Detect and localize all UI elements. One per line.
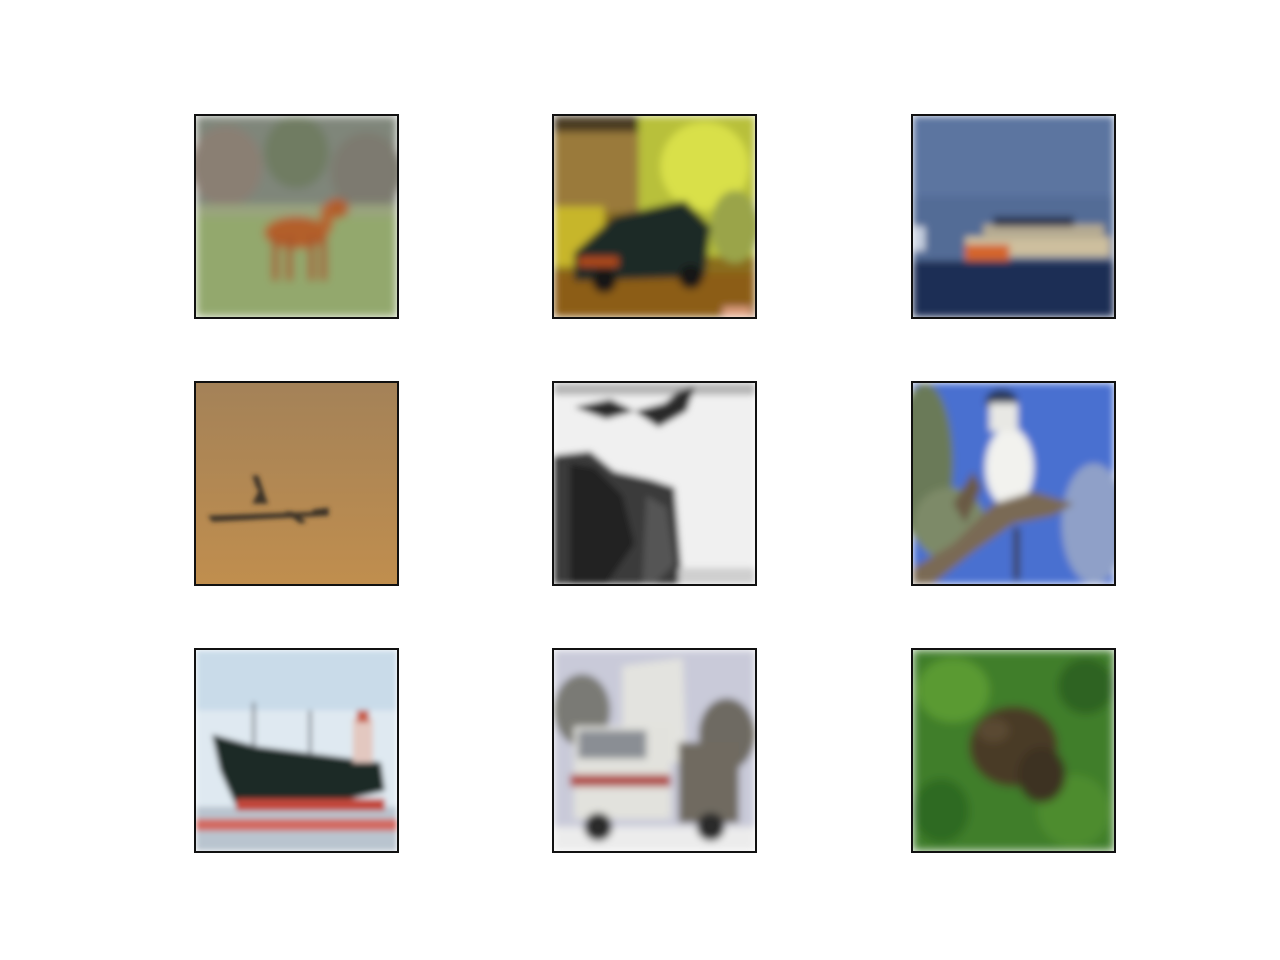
image-panel-airplane xyxy=(194,381,399,586)
image-panel-horse xyxy=(194,114,399,319)
image-panel-car xyxy=(552,114,757,319)
image-panel-frog xyxy=(911,648,1116,853)
image-panel-bird-grayscale xyxy=(552,381,757,586)
image-panel-ship xyxy=(911,114,1116,319)
image-panel-truck xyxy=(552,648,757,853)
image-panel-ship-tanker xyxy=(194,648,399,853)
image-panel-bird-branch xyxy=(911,381,1116,586)
